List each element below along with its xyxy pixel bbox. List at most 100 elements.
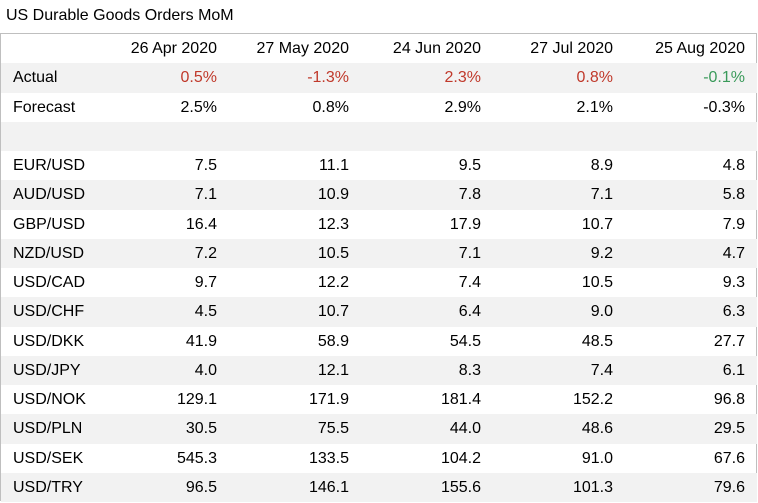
pair-label: AUD/USD <box>13 186 86 204</box>
pair-value: 10.5 <box>581 274 613 291</box>
pair-value: 7.2 <box>194 244 217 262</box>
table-row: USD/SEK 545.3 133.5 104.2 91.0 67.6 <box>1 444 757 473</box>
column-header: 27 May 2020 <box>256 40 349 57</box>
pair-value: 17.9 <box>449 215 481 233</box>
actual-value: -1.3% <box>307 69 349 87</box>
forecast-value: -0.3% <box>703 98 745 116</box>
pair-value: 152.2 <box>572 391 613 408</box>
pair-value: 129.1 <box>176 391 217 408</box>
pair-value: 6.3 <box>722 303 745 321</box>
actual-value: 2.3% <box>444 69 481 87</box>
table-row: USD/DKK 41.9 58.9 54.5 48.5 27.7 <box>1 327 757 356</box>
table-title: US Durable Goods Orders MoM <box>6 7 234 24</box>
header-row: 26 Apr 2020 27 May 2020 24 Jun 2020 27 Jul … <box>1 34 757 63</box>
pair-value: 11.1 <box>319 157 349 174</box>
pair-value: 44.0 <box>449 420 481 438</box>
pair-label: USD/JPY <box>13 361 81 379</box>
pair-value: 101.3 <box>572 478 613 496</box>
actual-row: Actual 0.5% -1.3% 2.3% 0.8% -0.1% <box>1 63 757 93</box>
pair-value: 12.2 <box>317 274 349 291</box>
row-label: Actual <box>13 69 58 87</box>
pair-value: 8.3 <box>458 361 481 379</box>
pair-value: 8.9 <box>590 157 613 174</box>
pair-value: 75.5 <box>317 420 349 438</box>
pair-value: 10.7 <box>317 303 349 321</box>
pair-value: 7.4 <box>590 361 613 379</box>
pair-value: 48.6 <box>581 420 613 438</box>
pair-value: 7.1 <box>458 244 481 262</box>
pair-value: 7.9 <box>722 215 745 233</box>
pair-value: 16.4 <box>185 215 217 233</box>
pair-value: 104.2 <box>440 449 481 467</box>
pair-label: USD/PLN <box>13 420 83 438</box>
pair-value: 9.7 <box>194 274 217 291</box>
pair-value: 545.3 <box>176 449 217 467</box>
pair-value: 48.5 <box>581 332 613 350</box>
pair-value: 5.8 <box>722 186 745 204</box>
actual-value: 0.5% <box>180 69 217 87</box>
pair-value: 133.5 <box>308 449 349 467</box>
forecast-row: Forecast 2.5% 0.8% 2.9% 2.1% -0.3% <box>1 93 757 122</box>
pair-value: 4.8 <box>722 157 745 174</box>
forecast-value: 2.5% <box>180 98 217 116</box>
pair-value: 29.5 <box>713 420 745 438</box>
pair-value: 4.7 <box>722 244 745 262</box>
pair-label: USD/SEK <box>13 449 84 467</box>
pair-value: 30.5 <box>185 420 217 438</box>
data-table: 26 Apr 2020 27 May 2020 24 Jun 2020 27 Jul … <box>0 33 757 502</box>
pair-value: 27.7 <box>713 332 745 350</box>
forecast-value: 2.9% <box>444 98 481 116</box>
pair-label: USD/CAD <box>13 274 86 291</box>
table-row: EUR/USD 7.5 11.1 9.5 8.9 4.8 <box>1 151 757 180</box>
actual-value: 0.8% <box>576 69 613 87</box>
row-label: Forecast <box>13 98 76 116</box>
pair-value: 9.5 <box>458 157 481 174</box>
pair-value: 6.4 <box>458 303 481 321</box>
pair-label: USD/DKK <box>13 332 85 350</box>
table-row: GBP/USD 16.4 12.3 17.9 10.7 7.9 <box>1 210 757 239</box>
table-row: USD/CHF 4.5 10.7 6.4 9.0 6.3 <box>1 297 757 327</box>
pair-label: USD/TRY <box>13 478 83 496</box>
pair-label: GBP/USD <box>13 215 86 233</box>
pair-value: 67.6 <box>713 449 745 467</box>
pair-value: 91.0 <box>581 449 613 467</box>
pair-value: 54.5 <box>449 332 481 350</box>
pair-value: 6.1 <box>722 361 745 379</box>
pair-value: 171.9 <box>308 391 349 408</box>
column-header: 26 Apr 2020 <box>130 40 217 57</box>
pair-value: 12.3 <box>317 215 349 233</box>
actual-value: -0.1% <box>703 69 745 87</box>
pair-value: 7.1 <box>590 186 613 204</box>
pair-label: USD/CHF <box>13 303 85 321</box>
pair-value: 96.8 <box>713 391 745 408</box>
pair-value: 4.0 <box>194 361 217 379</box>
table-row: USD/PLN 30.5 75.5 44.0 48.6 29.5 <box>1 414 757 444</box>
pair-value: 4.5 <box>194 303 217 321</box>
spacer-row <box>1 121 757 151</box>
pair-label: NZD/USD <box>13 244 85 262</box>
forecast-value: 2.1% <box>576 98 613 116</box>
pair-value: 7.8 <box>458 186 481 204</box>
pair-value: 10.9 <box>317 186 349 204</box>
pair-value: 79.6 <box>713 478 745 496</box>
column-header: 25 Aug 2020 <box>655 40 745 57</box>
table-row: USD/CAD 9.7 12.2 7.4 10.5 9.3 <box>1 268 757 297</box>
pair-label: USD/NOK <box>13 391 86 408</box>
pair-value: 181.4 <box>440 391 481 408</box>
column-header: 24 Jun 2020 <box>392 40 481 57</box>
table-row: NZD/USD 7.2 10.5 7.1 9.2 4.7 <box>1 238 757 268</box>
pair-value: 96.5 <box>185 478 217 496</box>
pair-value: 10.5 <box>317 244 349 262</box>
pair-value: 9.0 <box>590 303 613 321</box>
pair-value: 9.3 <box>722 274 745 291</box>
forecast-value: 0.8% <box>312 98 349 116</box>
pair-value: 58.9 <box>317 332 349 350</box>
pair-value: 7.1 <box>194 186 217 204</box>
pair-value: 7.4 <box>458 274 481 291</box>
table-row: USD/TRY 96.5 146.1 155.6 101.3 79.6 <box>1 472 757 502</box>
column-header: 27 Jul 2020 <box>530 40 613 57</box>
table-row: USD/JPY 4.0 12.1 8.3 7.4 6.1 <box>1 355 757 385</box>
pair-value: 155.6 <box>440 478 481 496</box>
pair-value: 12.1 <box>317 361 349 379</box>
table-row: AUD/USD 7.1 10.9 7.8 7.1 5.8 <box>1 180 757 210</box>
